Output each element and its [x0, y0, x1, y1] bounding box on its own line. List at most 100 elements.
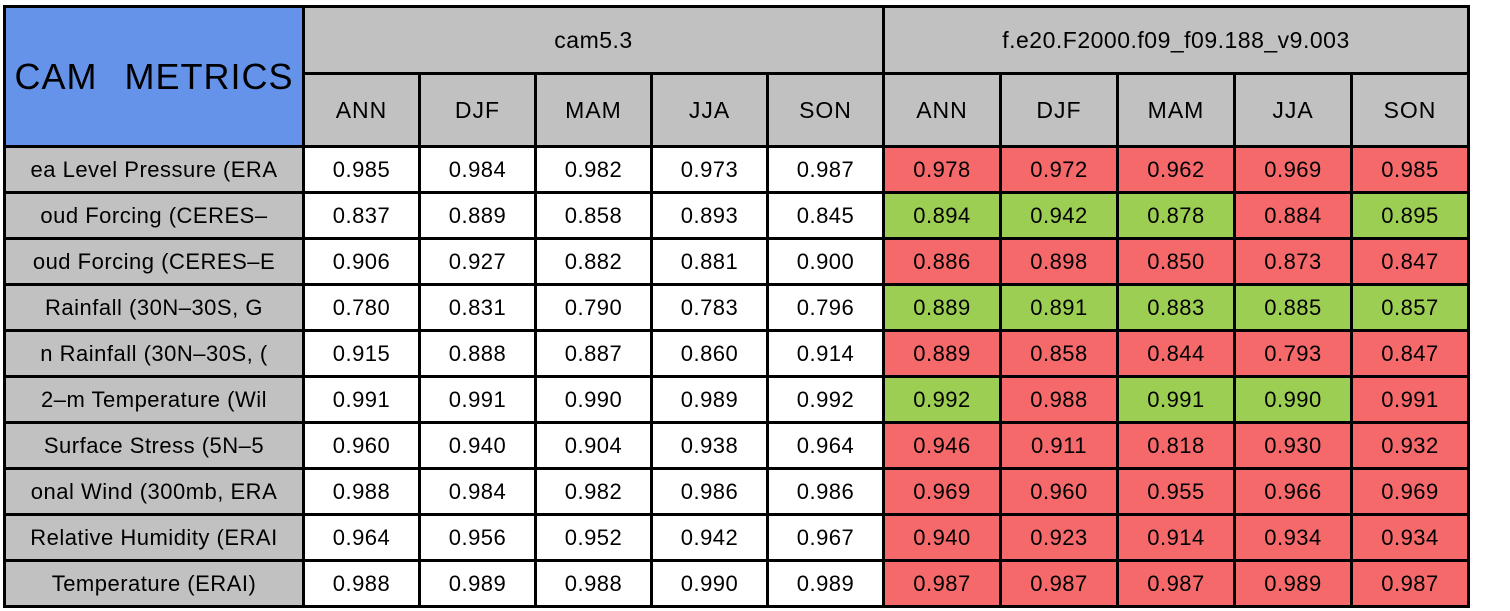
table-row: oud Forcing (CERES–E 0.906 0.927 0.882 0…: [3, 237, 1470, 286]
metric-value-cell: 0.888: [418, 329, 537, 378]
metric-label-cell: Relative Humidity (ERAI: [3, 513, 305, 562]
highlighted-value-cell: 0.818: [1116, 421, 1236, 470]
metric-value-cell: 0.991: [302, 375, 421, 424]
metric-value-cell: 0.915: [302, 329, 421, 378]
metric-value-cell: 0.790: [534, 283, 653, 332]
metric-value-cell: 0.992: [766, 375, 885, 424]
table-row: n Rainfall (30N–30S, ( 0.915 0.888 0.887…: [3, 329, 1470, 378]
highlighted-value-cell: 0.850: [1116, 237, 1236, 286]
highlighted-value-cell: 0.891: [999, 283, 1119, 332]
table-row: oud Forcing (CERES– 0.837 0.889 0.858 0.…: [3, 191, 1470, 240]
metric-value-cell: 0.982: [534, 145, 653, 194]
table-row: onal Wind (300mb, ERA 0.988 0.984 0.982 …: [3, 467, 1470, 516]
season-header-son: SON: [1350, 72, 1470, 148]
highlighted-value-cell: 0.858: [999, 329, 1119, 378]
metric-value-cell: 0.887: [534, 329, 653, 378]
model-group-header-experiment: f.e20.F2000.f09_f09.188_v9.003: [882, 5, 1470, 75]
metric-label-cell: n Rainfall (30N–30S, (: [3, 329, 305, 378]
season-header-djf: DJF: [999, 72, 1119, 148]
season-header-ann: ANN: [302, 72, 421, 148]
metric-value-cell: 0.964: [302, 513, 421, 562]
metric-value-cell: 0.989: [418, 559, 537, 608]
metric-value-cell: 0.988: [302, 559, 421, 608]
highlighted-value-cell: 0.988: [999, 375, 1119, 424]
highlighted-value-cell: 0.966: [1233, 467, 1353, 516]
table-row: Surface Stress (5N–5 0.960 0.940 0.904 0…: [3, 421, 1470, 470]
highlighted-value-cell: 0.847: [1350, 329, 1470, 378]
highlighted-value-cell: 0.889: [882, 283, 1002, 332]
metric-value-cell: 0.952: [534, 513, 653, 562]
metric-value-cell: 0.984: [418, 467, 537, 516]
metric-value-cell: 0.914: [766, 329, 885, 378]
metric-label-cell: ea Level Pressure (ERA: [3, 145, 305, 194]
highlighted-value-cell: 0.987: [1350, 559, 1470, 608]
highlighted-value-cell: 0.911: [999, 421, 1119, 470]
season-header-jja: JJA: [650, 72, 769, 148]
highlighted-value-cell: 0.873: [1233, 237, 1353, 286]
metric-value-cell: 0.982: [534, 467, 653, 516]
highlighted-value-cell: 0.990: [1233, 375, 1353, 424]
highlighted-value-cell: 0.946: [882, 421, 1002, 470]
season-header-row: ANN DJF MAM JJA SON ANN DJF MAM JJA SON: [5, 72, 1470, 148]
metric-value-cell: 0.956: [418, 513, 537, 562]
highlighted-value-cell: 0.932: [1350, 421, 1470, 470]
metric-value-cell: 0.927: [418, 237, 537, 286]
highlighted-value-cell: 0.884: [1233, 191, 1353, 240]
metric-value-cell: 0.860: [650, 329, 769, 378]
highlighted-value-cell: 0.923: [999, 513, 1119, 562]
highlighted-value-cell: 0.942: [999, 191, 1119, 240]
metric-value-cell: 0.989: [650, 375, 769, 424]
highlighted-value-cell: 0.898: [999, 237, 1119, 286]
metric-value-cell: 0.985: [302, 145, 421, 194]
highlighted-value-cell: 0.793: [1233, 329, 1353, 378]
metric-label-cell: Temperature (ERAI): [3, 559, 305, 608]
highlighted-value-cell: 0.894: [882, 191, 1002, 240]
metric-value-cell: 0.906: [302, 237, 421, 286]
highlighted-value-cell: 0.992: [882, 375, 1002, 424]
metric-label-cell: Rainfall (30N–30S, G: [3, 283, 305, 332]
metric-value-cell: 0.942: [650, 513, 769, 562]
table-row: Relative Humidity (ERAI 0.964 0.956 0.95…: [3, 513, 1470, 562]
highlighted-value-cell: 0.886: [882, 237, 1002, 286]
table-row: 2–m Temperature (Wil 0.991 0.991 0.990 0…: [3, 375, 1470, 424]
highlighted-value-cell: 0.972: [999, 145, 1119, 194]
metric-value-cell: 0.889: [418, 191, 537, 240]
metric-value-cell: 0.991: [418, 375, 537, 424]
season-header-son: SON: [766, 72, 885, 148]
highlighted-value-cell: 0.940: [882, 513, 1002, 562]
metric-value-cell: 0.882: [534, 237, 653, 286]
table-row: ea Level Pressure (ERA 0.985 0.984 0.982…: [3, 145, 1470, 194]
highlighted-value-cell: 0.989: [1233, 559, 1353, 608]
metric-value-cell: 0.989: [766, 559, 885, 608]
metric-value-cell: 0.988: [302, 467, 421, 516]
highlighted-value-cell: 0.991: [1116, 375, 1236, 424]
season-header-ann: ANN: [882, 72, 1002, 148]
metric-value-cell: 0.990: [650, 559, 769, 608]
metric-value-cell: 0.831: [418, 283, 537, 332]
metric-value-cell: 0.858: [534, 191, 653, 240]
highlighted-value-cell: 0.878: [1116, 191, 1236, 240]
metric-value-cell: 0.986: [650, 467, 769, 516]
metric-value-cell: 0.845: [766, 191, 885, 240]
model-group-header-cam53: cam5.3: [302, 5, 885, 75]
highlighted-value-cell: 0.955: [1116, 467, 1236, 516]
metric-value-cell: 0.964: [766, 421, 885, 470]
cam-metrics-table: CAM METRICS cam5.3 f.e20.F2000.f09_f09.1…: [3, 5, 1470, 608]
table-row: Rainfall (30N–30S, G 0.780 0.831 0.790 0…: [3, 283, 1470, 332]
group-header-row: CAM METRICS cam5.3 f.e20.F2000.f09_f09.1…: [3, 5, 1470, 148]
metric-value-cell: 0.893: [650, 191, 769, 240]
metric-value-cell: 0.900: [766, 237, 885, 286]
table-row: Temperature (ERAI) 0.988 0.989 0.988 0.9…: [3, 559, 1470, 608]
metric-value-cell: 0.990: [534, 375, 653, 424]
metric-value-cell: 0.967: [766, 513, 885, 562]
season-header-mam: MAM: [1116, 72, 1236, 148]
highlighted-value-cell: 0.987: [882, 559, 1002, 608]
table-title-cell: CAM METRICS: [3, 5, 305, 148]
highlighted-value-cell: 0.978: [882, 145, 1002, 194]
metric-value-cell: 0.938: [650, 421, 769, 470]
highlighted-value-cell: 0.930: [1233, 421, 1353, 470]
metric-label-cell: Surface Stress (5N–5: [3, 421, 305, 470]
metric-label-cell: oud Forcing (CERES–E: [3, 237, 305, 286]
metric-label-cell: onal Wind (300mb, ERA: [3, 467, 305, 516]
highlighted-value-cell: 0.985: [1350, 145, 1470, 194]
